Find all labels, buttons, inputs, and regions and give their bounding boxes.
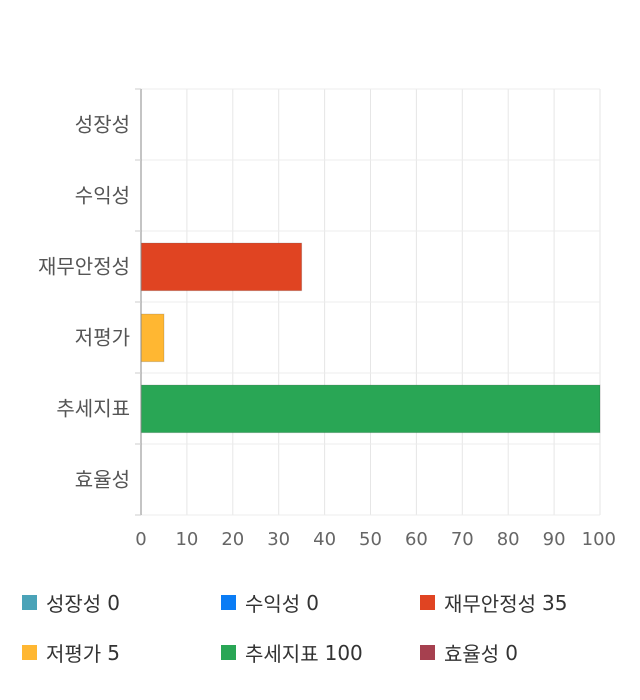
x-tick-label: 30 — [267, 529, 290, 550]
legend-label: 저평가 — [46, 642, 102, 666]
legend-value: 0 — [306, 590, 319, 615]
category-label: 수익성 — [75, 184, 130, 208]
category-label: 효율성 — [75, 468, 130, 492]
legend-item-trend[interactable]: 추세지표 100 — [221, 638, 363, 667]
legend-value: 35 — [542, 590, 568, 615]
legend-swatch-profitability — [221, 595, 236, 610]
legend-swatch-efficiency — [420, 645, 435, 660]
legend-item-growth[interactable]: 성장성 0 — [22, 588, 120, 617]
x-tick-label: 50 — [359, 529, 382, 550]
category-label: 추세지표 — [56, 397, 130, 421]
legend-value: 5 — [107, 640, 120, 665]
x-tick-label: 10 — [175, 529, 198, 550]
x-tick-label: 70 — [451, 529, 474, 550]
category-label: 저평가 — [75, 326, 130, 350]
category-label: 성장성 — [75, 113, 130, 137]
x-tick-label: 100 — [582, 529, 616, 550]
legend-label: 추세지표 — [245, 642, 319, 666]
x-tick-label: 20 — [221, 529, 244, 550]
legend-value: 0 — [505, 640, 518, 665]
legend-label: 성장성 — [46, 592, 102, 616]
legend-label: 수익성 — [245, 592, 301, 616]
legend-label: 재무안정성 — [444, 592, 536, 616]
x-tick-label: 90 — [543, 529, 566, 550]
legend-item-undervaluation[interactable]: 저평가 5 — [22, 638, 120, 667]
legend-swatch-financial-stability — [420, 595, 435, 610]
legend-value: 100 — [324, 640, 363, 665]
category-label: 재무안정성 — [38, 255, 130, 279]
x-tick-label: 0 — [135, 529, 146, 550]
legend-swatch-undervaluation — [22, 645, 37, 660]
x-tick-label: 80 — [497, 529, 520, 550]
bar-4 — [140, 384, 601, 434]
x-tick-label: 60 — [405, 529, 428, 550]
legend-item-financial-stability[interactable]: 재무안정성 35 — [420, 588, 567, 617]
legend-swatch-trend — [221, 645, 236, 660]
bar-2 — [140, 242, 303, 292]
legend-label: 효율성 — [444, 642, 500, 666]
bar-3 — [140, 313, 165, 363]
legend-item-efficiency[interactable]: 효율성 0 — [420, 638, 518, 667]
legend-value: 0 — [107, 590, 120, 615]
legend-item-profitability[interactable]: 수익성 0 — [221, 588, 319, 617]
x-tick-label: 40 — [313, 529, 336, 550]
legend-swatch-growth — [22, 595, 37, 610]
